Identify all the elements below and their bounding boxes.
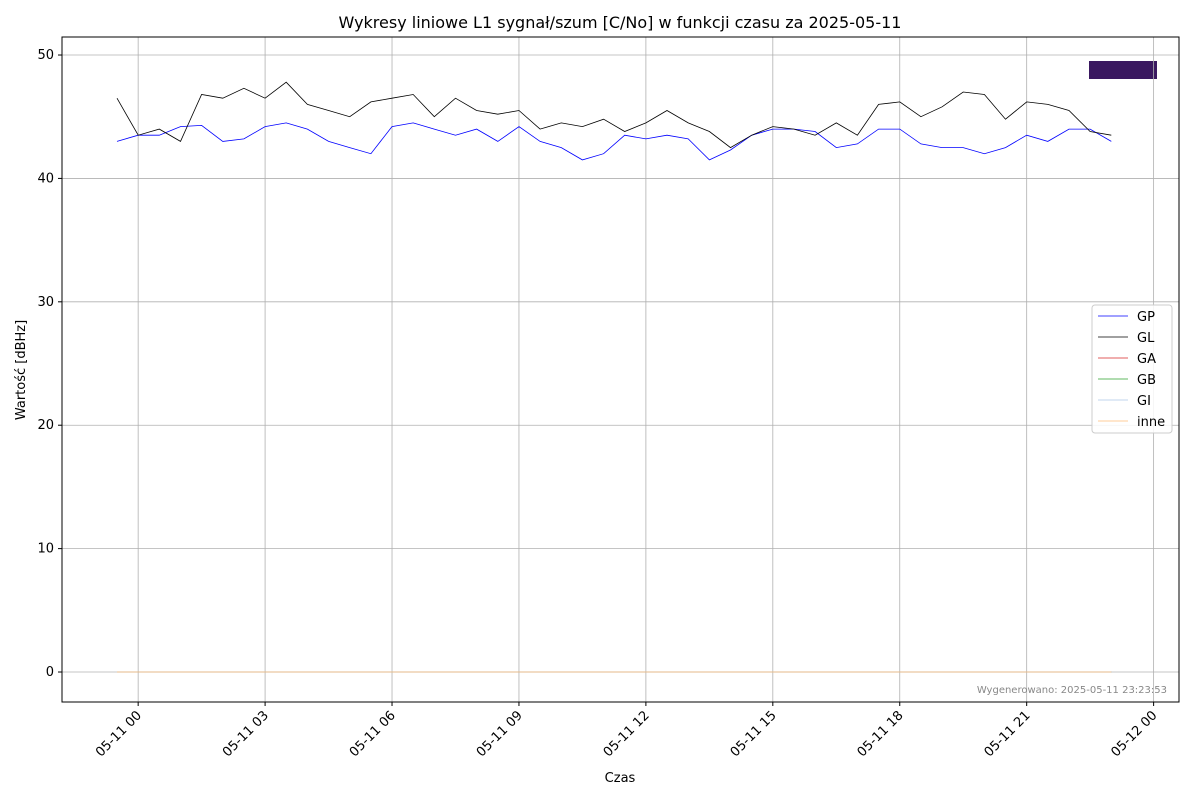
logo	[1089, 61, 1157, 79]
legend-label: GP	[1137, 310, 1155, 325]
legend-label: GB	[1137, 373, 1156, 388]
y-tick-label: 40	[37, 171, 54, 186]
plot-frame	[61, 36, 1180, 703]
legend-label: GL	[1137, 331, 1155, 346]
x-tick-label: 05-11 12	[601, 708, 653, 760]
x-tick-label: 05-11 21	[982, 708, 1034, 760]
y-tick-label: 20	[37, 418, 54, 433]
y-tick-label: 30	[37, 295, 54, 310]
x-tick-label: 05-11 06	[347, 708, 399, 760]
legend-label: GA	[1137, 352, 1156, 367]
x-tick-label: 05-12 00	[1109, 708, 1161, 760]
x-tick-label: 05-11 00	[93, 708, 145, 760]
series-line	[116, 81, 1112, 149]
x-tick-label: 05-11 18	[855, 708, 907, 760]
x-tick-label: 05-11 03	[220, 708, 272, 760]
x-tick-label: 05-11 15	[728, 708, 780, 760]
y-axis-label: Wartość [dBHz]	[14, 320, 29, 420]
y-tick-label: 10	[37, 542, 54, 557]
legend-label: GI	[1137, 394, 1151, 409]
series-line	[116, 122, 1112, 161]
y-tick-label: 50	[37, 48, 54, 63]
legend-label: inne	[1137, 415, 1165, 430]
legend-box	[1091, 304, 1173, 434]
annotation: Wygenerowano: 2025-05-11 23:23:53	[977, 685, 1167, 696]
x-axis-label: Czas	[605, 771, 636, 786]
x-tick-label: 05-11 09	[474, 708, 526, 760]
chart-title: Wykresy liniowe L1 sygnał/szum [C/No] w …	[339, 13, 902, 32]
y-tick-label: 0	[46, 665, 54, 680]
